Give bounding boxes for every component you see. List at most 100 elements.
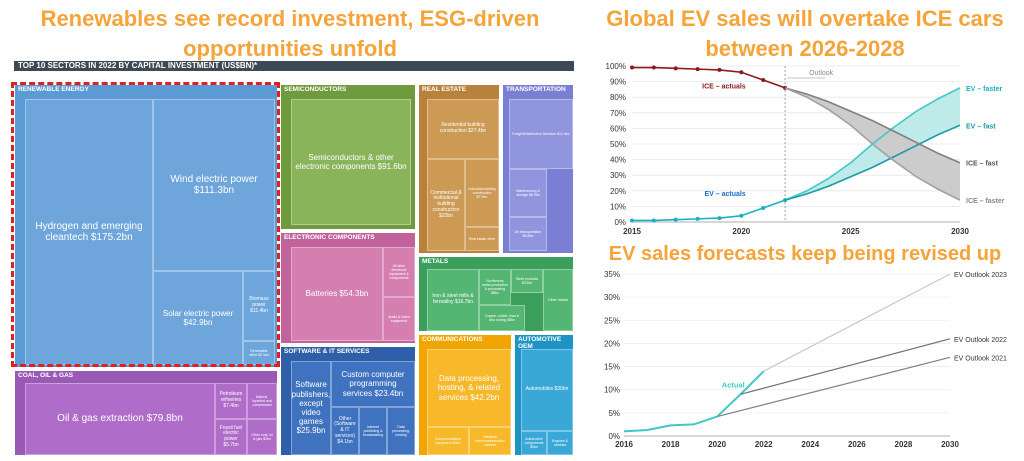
series-line	[784, 124, 961, 201]
sector-software-it[interactable]: SOFTWARE & IT SERVICES Software publishe…	[280, 346, 416, 456]
x-tick-label: 2024	[801, 440, 819, 449]
y-tick-label: 70%	[610, 109, 626, 118]
cell-audio-video[interactable]: Audio & video equipment	[383, 297, 415, 341]
cell-wind[interactable]: Wind electric power $111.3bn	[153, 99, 275, 271]
cell-software-other[interactable]: Other (Software & IT services) $4.1bn	[331, 407, 359, 455]
legend-label: ICE – fast	[966, 161, 999, 168]
cell-data-processing[interactable]: Data processing, hosting, & related serv…	[427, 349, 511, 427]
data-point	[761, 78, 766, 83]
legend-label: EV – actuals	[704, 191, 745, 198]
x-tick-label: 2026	[848, 440, 866, 449]
legend-label: ICE – actuals	[702, 84, 746, 91]
legend-label: ICE – faster	[966, 198, 1005, 205]
sector-label: COMMUNICATIONS	[422, 336, 483, 343]
sector-communications[interactable]: COMMUNICATIONS Data processing, hosting,…	[418, 334, 512, 456]
sector-label: METALS	[422, 258, 449, 265]
data-point	[630, 65, 634, 70]
sector-semiconductors[interactable]: SEMICONDUCTORS Semiconductors & other el…	[280, 84, 416, 230]
cell-biomass[interactable]: Biomass power $11.4bn	[243, 271, 275, 341]
cell-automobiles[interactable]: Automobiles $30bn	[521, 349, 573, 431]
cell-engines[interactable]: Engines & turbines	[547, 431, 573, 455]
ev-overtake-title: Global EV sales will overtake ICE cars b…	[606, 6, 1004, 61]
y-tick-label: 0%	[608, 432, 620, 441]
y-tick-label: 20%	[604, 339, 620, 348]
cell-wireless[interactable]: Wireless telecommunication carriers	[469, 427, 511, 455]
sector-coal-oil-gas[interactable]: COAL, OIL & GAS Oil & gas extraction $79…	[14, 370, 278, 456]
legend-label: EV – faster	[966, 86, 1002, 93]
cell-electronic-other[interactable]: All other electronic equipment & compone…	[383, 247, 415, 297]
sector-automotive-oem[interactable]: AUTOMOTIVE OEM Automobiles $30bn Automot…	[514, 334, 574, 456]
data-point	[717, 67, 722, 72]
cell-copper[interactable]: Copper, nickel, lead & zinc mining $8bn	[479, 305, 525, 331]
data-point	[695, 216, 700, 221]
cell-real-estate-other[interactable]: Real estate other	[465, 227, 499, 251]
x-tick-label: 2030	[951, 227, 969, 236]
sector-label: COAL, OIL & GAS	[18, 372, 74, 379]
y-tick-label: 5%	[608, 409, 620, 418]
cell-oil-gas[interactable]: Oil & gas extraction $79.8bn	[25, 383, 215, 455]
data-point	[695, 67, 700, 72]
series-line	[632, 199, 786, 222]
cell-petroleum[interactable]: Petroleum refineries $7.4bn	[215, 383, 247, 419]
sector-label: SEMICONDUCTORS	[284, 86, 347, 93]
cell-batteries[interactable]: Batteries $54.3bn	[291, 247, 383, 341]
cell-air-transport[interactable]: Air transportation $5.5bn	[509, 217, 547, 251]
sector-label: SOFTWARE & IT SERVICES	[284, 348, 370, 355]
data-point	[739, 213, 744, 218]
cell-solar[interactable]: Solar electric power $42.9bn	[153, 271, 243, 365]
x-tick-label: 2028	[895, 440, 913, 449]
cell-comms-equipment[interactable]: Communications equipment $4bn	[427, 427, 469, 455]
cell-nonferrous[interactable]: Nonferrous metal production & processing…	[479, 269, 511, 305]
cell-natural-gas[interactable]: Natural, liquefied and compressed	[247, 383, 277, 419]
sector-label: TRANSPORTATION	[506, 86, 566, 93]
y-tick-label: 0%	[614, 218, 626, 227]
y-tick-label: 30%	[604, 293, 620, 302]
outlook-label: Outlook	[809, 70, 834, 77]
y-tick-label: 80%	[610, 93, 626, 102]
sector-label: AUTOMOTIVE OEM	[518, 336, 562, 350]
series-label: Actual	[722, 380, 745, 389]
cell-fossil[interactable]: Fossil fuel electric power $5.7bn	[215, 419, 247, 455]
cell-residential[interactable]: Residential building construction $27.4b…	[427, 99, 499, 159]
cell-hydrogen[interactable]: Hydrogen and emerging cleantech $175.2bn	[25, 99, 153, 365]
cell-industrial[interactable]: Industrial building construction $7.9bn	[465, 159, 499, 227]
cell-renewable-other[interactable]: Renewable other $2.1bn	[243, 341, 275, 365]
cell-commercial[interactable]: Commercial & institutional building cons…	[427, 159, 465, 251]
legend-label: EV Outlook 2022	[954, 337, 1007, 344]
legend-label: EV Outlook 2023	[954, 272, 1007, 279]
cell-auto-components[interactable]: Automotive components $2bn	[521, 431, 547, 455]
cell-software-publishers[interactable]: Software publishers, except video games …	[291, 361, 331, 455]
series-line	[632, 66, 786, 89]
cell-warehousing[interactable]: Warehousing & storage $8.5bn	[509, 169, 547, 217]
y-tick-label: 15%	[604, 363, 620, 372]
y-tick-label: 35%	[604, 270, 620, 279]
y-tick-label: 10%	[604, 386, 620, 395]
x-tick-label: 2022	[755, 440, 773, 449]
legend-label: EV – fast	[966, 123, 996, 130]
cell-internet-publishing[interactable]: Internet publishing & broadcasting	[359, 407, 387, 455]
data-point	[630, 218, 634, 223]
cell-semiconductors[interactable]: Semiconductors & other electronic compon…	[291, 99, 411, 225]
sector-renewable-energy[interactable]: RENEWABLE ENERGY Hydrogen and emerging c…	[14, 84, 278, 368]
sector-electronic-components[interactable]: ELECTRONIC COMPONENTS Batteries $54.3bn …	[280, 232, 416, 344]
series-line	[784, 87, 961, 164]
cell-metals-other[interactable]: Other metals	[543, 269, 573, 331]
legend-label: EV Outlook 2021	[954, 355, 1007, 362]
x-tick-label: 2020	[732, 227, 750, 236]
sector-transportation[interactable]: TRANSPORTATION Freight/Distribution Serv…	[502, 84, 574, 254]
cell-data-processing-small[interactable]: Data processing, hosting	[387, 407, 415, 455]
cell-freight[interactable]: Freight/Distribution Services $12.6bn	[509, 99, 573, 169]
x-tick-label: 2016	[615, 440, 633, 449]
cell-coal-other[interactable]: Other coal, oil & gas $2bn	[247, 419, 277, 455]
sector-real-estate[interactable]: REAL ESTATE Residential building constru…	[418, 84, 500, 254]
series-line	[763, 273, 951, 372]
y-tick-label: 30%	[610, 171, 626, 180]
x-tick-label: 2030	[941, 440, 959, 449]
cell-iron-steel[interactable]: Iron & steel mills & ferroalloy $16.7bn	[427, 269, 479, 331]
y-tick-label: 60%	[610, 124, 626, 133]
sector-metals[interactable]: METALS Iron & steel mills & ferroalloy $…	[418, 256, 574, 332]
cell-steel-products[interactable]: Steel products $3.5bn	[511, 269, 543, 293]
series-line	[740, 338, 951, 395]
x-tick-label: 2020	[708, 440, 726, 449]
cell-custom-programming[interactable]: Custom computer programming services $23…	[331, 361, 415, 407]
